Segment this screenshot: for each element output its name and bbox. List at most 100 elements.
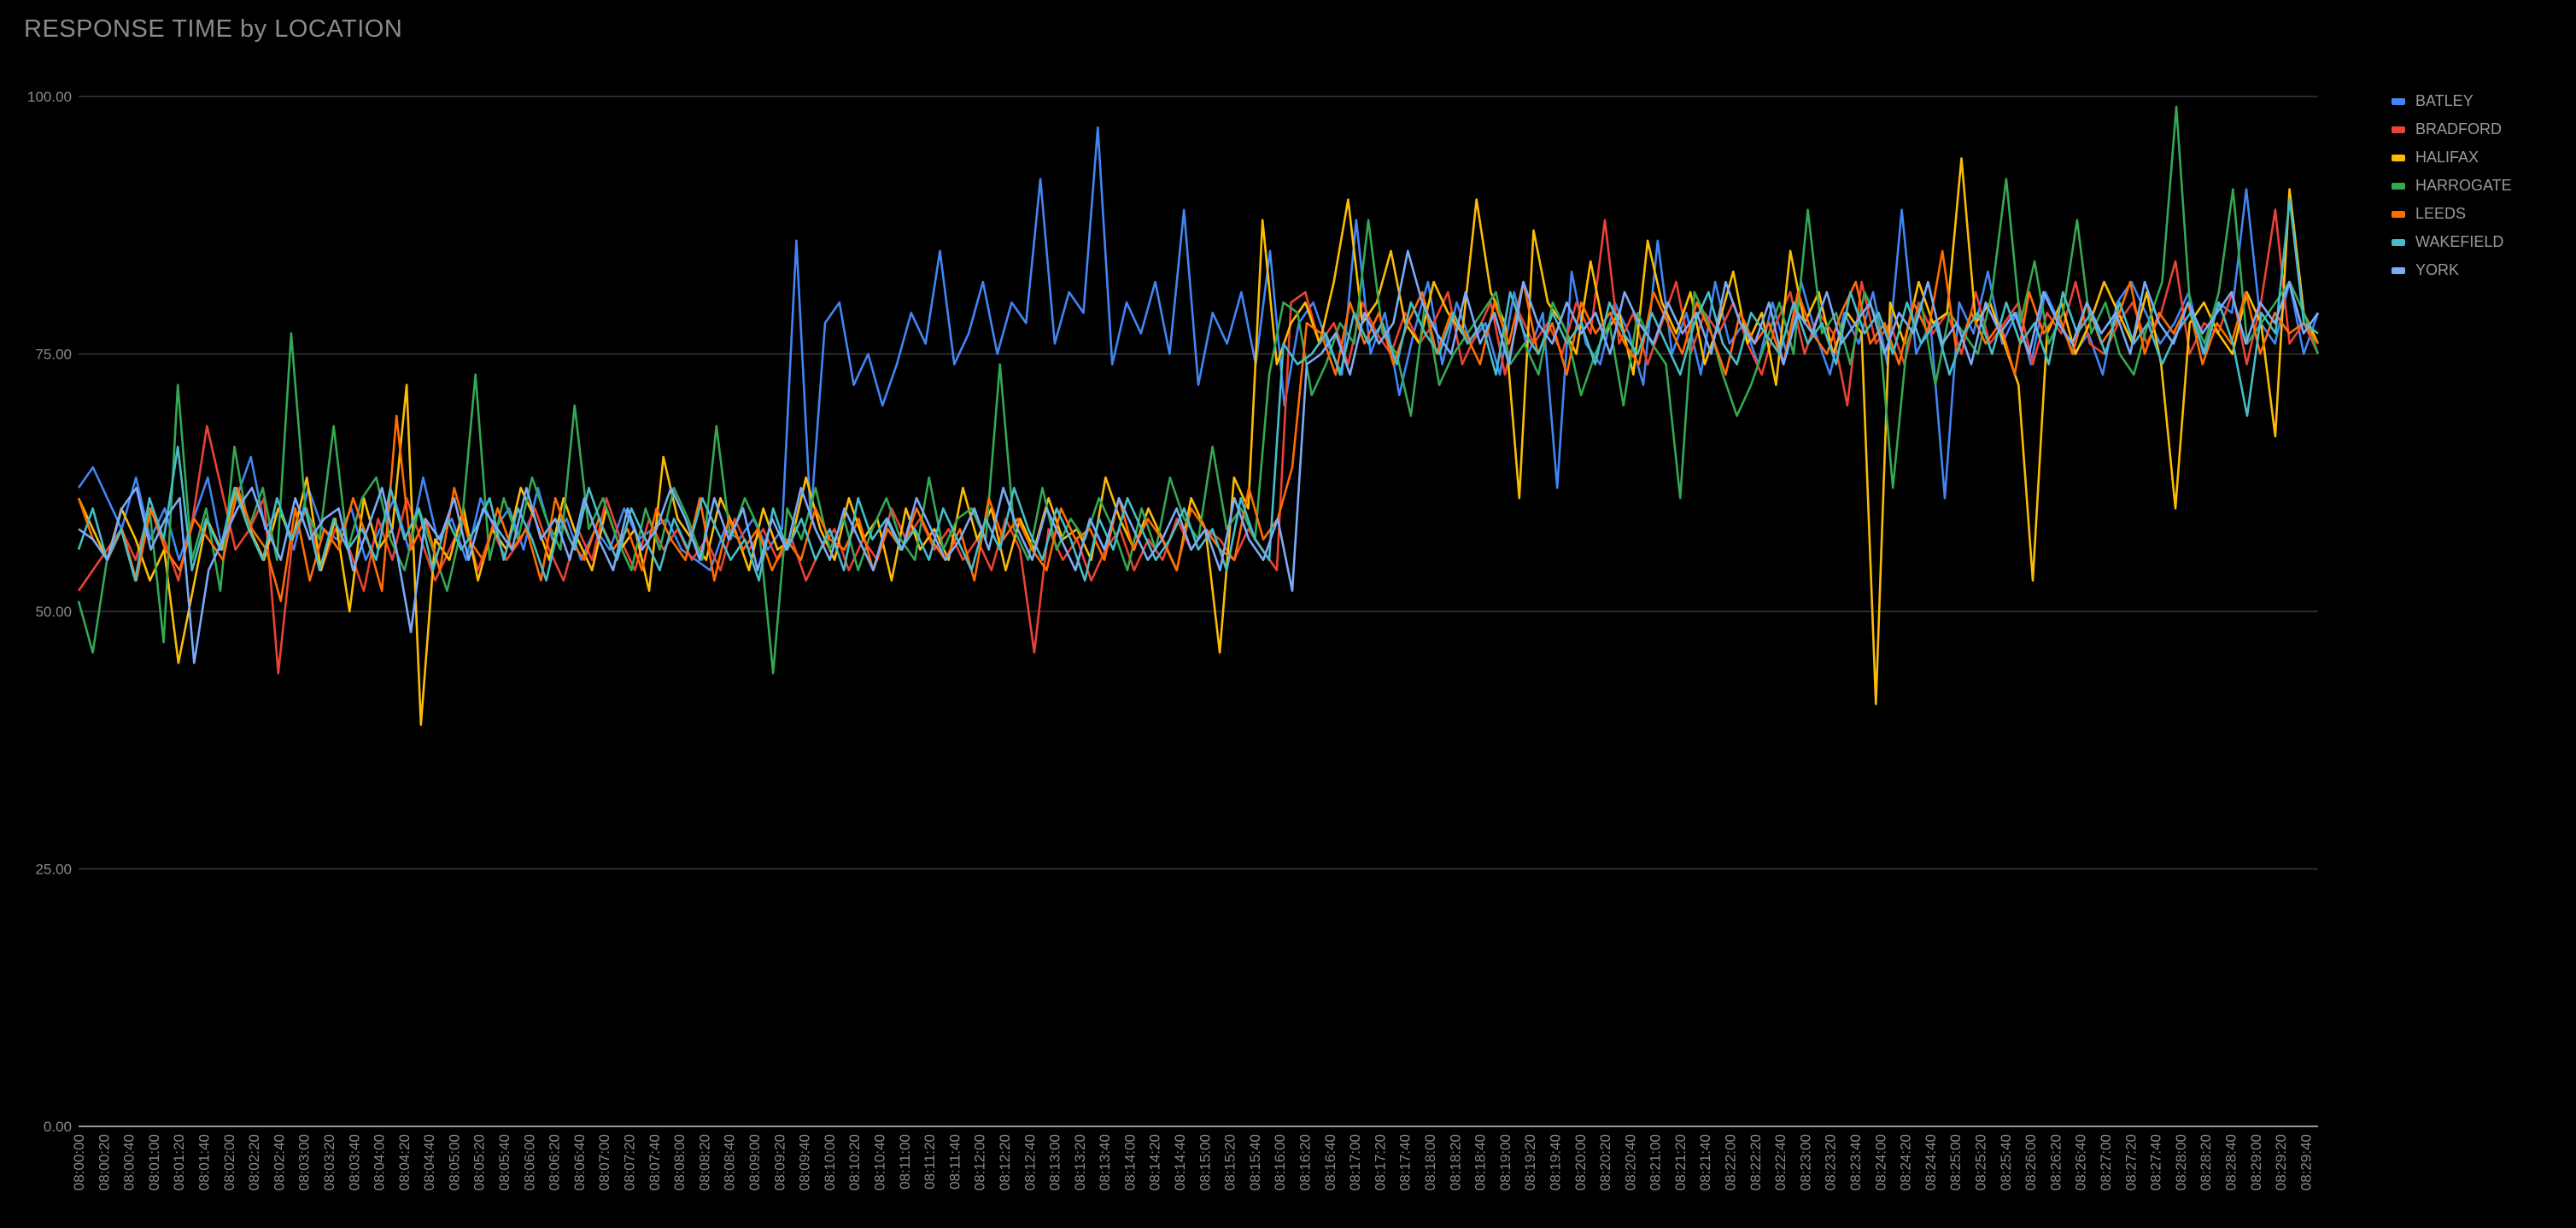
series-line-leeds bbox=[77, 249, 2320, 603]
x-tick-label: 08:09:20 bbox=[771, 1134, 787, 1190]
series-line-york bbox=[78, 249, 2320, 664]
x-tick-label: 08:01:40 bbox=[196, 1134, 212, 1190]
x-tick-label: 08:02:00 bbox=[221, 1134, 237, 1190]
x-tick-label: 08:16:00 bbox=[1272, 1134, 1288, 1190]
x-tick-label: 08:27:00 bbox=[2098, 1134, 2114, 1190]
x-tick-label: 08:14:40 bbox=[1172, 1134, 1188, 1190]
legend-item[interactable]: BATLEY bbox=[2392, 87, 2512, 115]
series-line-halifax bbox=[77, 157, 2320, 727]
y-tick-label: 25.00 bbox=[35, 862, 72, 878]
legend: BATLEY BRADFORD HALIFAX HARROGATE LEEDS WAKEF… bbox=[2392, 87, 2512, 284]
x-tick-label: 08:08:20 bbox=[696, 1134, 712, 1190]
x-tick-label: 08:26:40 bbox=[2073, 1134, 2089, 1190]
x-tick-label: 08:22:40 bbox=[1772, 1134, 1789, 1190]
x-tick-label: 08:04:00 bbox=[372, 1134, 388, 1190]
x-tick-label: 08:20:20 bbox=[1597, 1134, 1613, 1190]
series-lines bbox=[77, 105, 2320, 727]
x-tick-label: 08:15:20 bbox=[1222, 1134, 1238, 1190]
x-tick-label: 08:00:40 bbox=[121, 1134, 138, 1190]
x-tick-label: 08:29:00 bbox=[2248, 1134, 2264, 1190]
x-tick-label: 08:00:20 bbox=[96, 1134, 112, 1190]
legend-swatch bbox=[2392, 126, 2405, 133]
x-tick-label: 08:13:40 bbox=[1097, 1134, 1113, 1190]
x-tick-label: 08:15:40 bbox=[1247, 1134, 1263, 1190]
x-tick-label: 08:28:40 bbox=[2222, 1134, 2239, 1190]
x-tick-label: 08:25:20 bbox=[1973, 1134, 1989, 1190]
x-tick-label: 08:08:00 bbox=[671, 1134, 688, 1190]
x-tick-label: 08:12:20 bbox=[997, 1134, 1013, 1190]
y-tick-label: 100.00 bbox=[27, 89, 72, 105]
x-tick-label: 08:00:00 bbox=[71, 1134, 87, 1190]
x-tick-label: 08:18:40 bbox=[1472, 1134, 1489, 1190]
x-tick-label: 08:08:40 bbox=[722, 1134, 738, 1190]
x-tick-label: 08:12:40 bbox=[1022, 1134, 1038, 1190]
legend-swatch bbox=[2392, 266, 2405, 274]
x-tick-label: 08:26:00 bbox=[2023, 1134, 2039, 1190]
legend-label: YORK bbox=[2415, 261, 2460, 278]
x-tick-label: 08:21:00 bbox=[1648, 1134, 1664, 1190]
legend-swatch bbox=[2392, 97, 2405, 105]
x-tick-label: 08:10:40 bbox=[871, 1134, 887, 1190]
x-tick-label: 08:12:00 bbox=[972, 1134, 988, 1190]
x-tick-label: 08:03:00 bbox=[296, 1134, 313, 1190]
x-tick-label: 08:11:20 bbox=[922, 1134, 938, 1190]
x-tick-label: 08:13:20 bbox=[1072, 1134, 1088, 1190]
x-tick-label: 08:23:20 bbox=[1823, 1134, 1839, 1190]
x-tick-label: 08:21:40 bbox=[1697, 1134, 1713, 1190]
x-tick-label: 08:11:00 bbox=[897, 1134, 913, 1190]
x-tick-label: 08:05:00 bbox=[446, 1134, 462, 1190]
x-tick-label: 08:04:40 bbox=[421, 1134, 437, 1190]
x-tick-label: 08:03:40 bbox=[346, 1134, 362, 1190]
x-tick-label: 08:24:00 bbox=[1872, 1134, 1888, 1190]
legend-item[interactable]: WAKEFIELD bbox=[2392, 228, 2512, 256]
legend-label: HARROGATE bbox=[2415, 177, 2512, 194]
y-tick-label: 0.00 bbox=[44, 1119, 72, 1135]
x-tick-label: 08:29:20 bbox=[2273, 1134, 2289, 1190]
x-tick-label: 08:01:20 bbox=[171, 1134, 187, 1190]
x-tick-label: 08:20:00 bbox=[1572, 1134, 1589, 1190]
x-tick-label: 08:15:00 bbox=[1197, 1134, 1213, 1190]
x-tick-label: 08:06:20 bbox=[547, 1134, 563, 1190]
legend-item[interactable]: BRADFORD bbox=[2392, 115, 2512, 143]
x-tick-label: 08:21:20 bbox=[1672, 1134, 1689, 1190]
legend-item[interactable]: HARROGATE bbox=[2392, 172, 2512, 200]
legend-label: BATLEY bbox=[2415, 92, 2474, 109]
series-line-batley bbox=[77, 126, 2320, 572]
x-tick-label: 08:24:40 bbox=[1923, 1134, 1939, 1190]
x-tick-label: 08:16:40 bbox=[1322, 1134, 1338, 1190]
x-tick-label: 08:23:40 bbox=[1847, 1134, 1864, 1190]
x-tick-label: 08:28:20 bbox=[2198, 1134, 2214, 1190]
x-tick-label: 08:04:20 bbox=[396, 1134, 413, 1190]
x-tick-label: 08:01:00 bbox=[146, 1134, 162, 1190]
x-tick-label: 08:14:00 bbox=[1121, 1134, 1138, 1190]
legend-label: HALIFAX bbox=[2415, 149, 2479, 166]
x-tick-label: 08:16:20 bbox=[1297, 1134, 1314, 1190]
legend-swatch bbox=[2392, 182, 2405, 190]
x-tick-label: 08:03:20 bbox=[321, 1134, 337, 1190]
x-tick-label: 08:19:40 bbox=[1547, 1134, 1563, 1190]
x-tick-label: 08:29:40 bbox=[2298, 1134, 2314, 1190]
legend-item[interactable]: LEEDS bbox=[2392, 200, 2512, 228]
legend-swatch bbox=[2392, 238, 2405, 246]
y-axis-tick-labels: 0.00 25.00 50.00 75.00 100.00 bbox=[27, 89, 72, 1135]
x-tick-label: 08:10:00 bbox=[822, 1134, 838, 1190]
legend-item[interactable]: YORK bbox=[2392, 256, 2512, 284]
x-tick-label: 08:11:40 bbox=[946, 1134, 963, 1190]
x-axis-tick-labels: 08:00:00 08:00:20 08:00:40 08:01:00 08:01:20… bbox=[71, 1134, 2314, 1190]
legend-swatch bbox=[2392, 154, 2405, 161]
x-tick-label: 08:17:40 bbox=[1397, 1134, 1414, 1190]
y-tick-label: 75.00 bbox=[35, 347, 72, 363]
x-tick-label: 08:14:20 bbox=[1147, 1134, 1163, 1190]
x-tick-label: 08:13:00 bbox=[1047, 1134, 1063, 1190]
x-tick-label: 08:02:20 bbox=[246, 1134, 262, 1190]
x-tick-label: 08:26:20 bbox=[2047, 1134, 2064, 1190]
x-tick-label: 08:09:40 bbox=[797, 1134, 813, 1190]
x-tick-label: 08:19:00 bbox=[1497, 1134, 1513, 1190]
chart-title: RESPONSE TIME by LOCATION bbox=[24, 15, 403, 43]
x-tick-label: 08:07:20 bbox=[622, 1134, 638, 1190]
x-tick-label: 08:28:00 bbox=[2173, 1134, 2189, 1190]
series-line-wakefield bbox=[77, 198, 2319, 582]
x-tick-label: 08:06:00 bbox=[521, 1134, 537, 1190]
legend-item[interactable]: HALIFAX bbox=[2392, 143, 2512, 172]
